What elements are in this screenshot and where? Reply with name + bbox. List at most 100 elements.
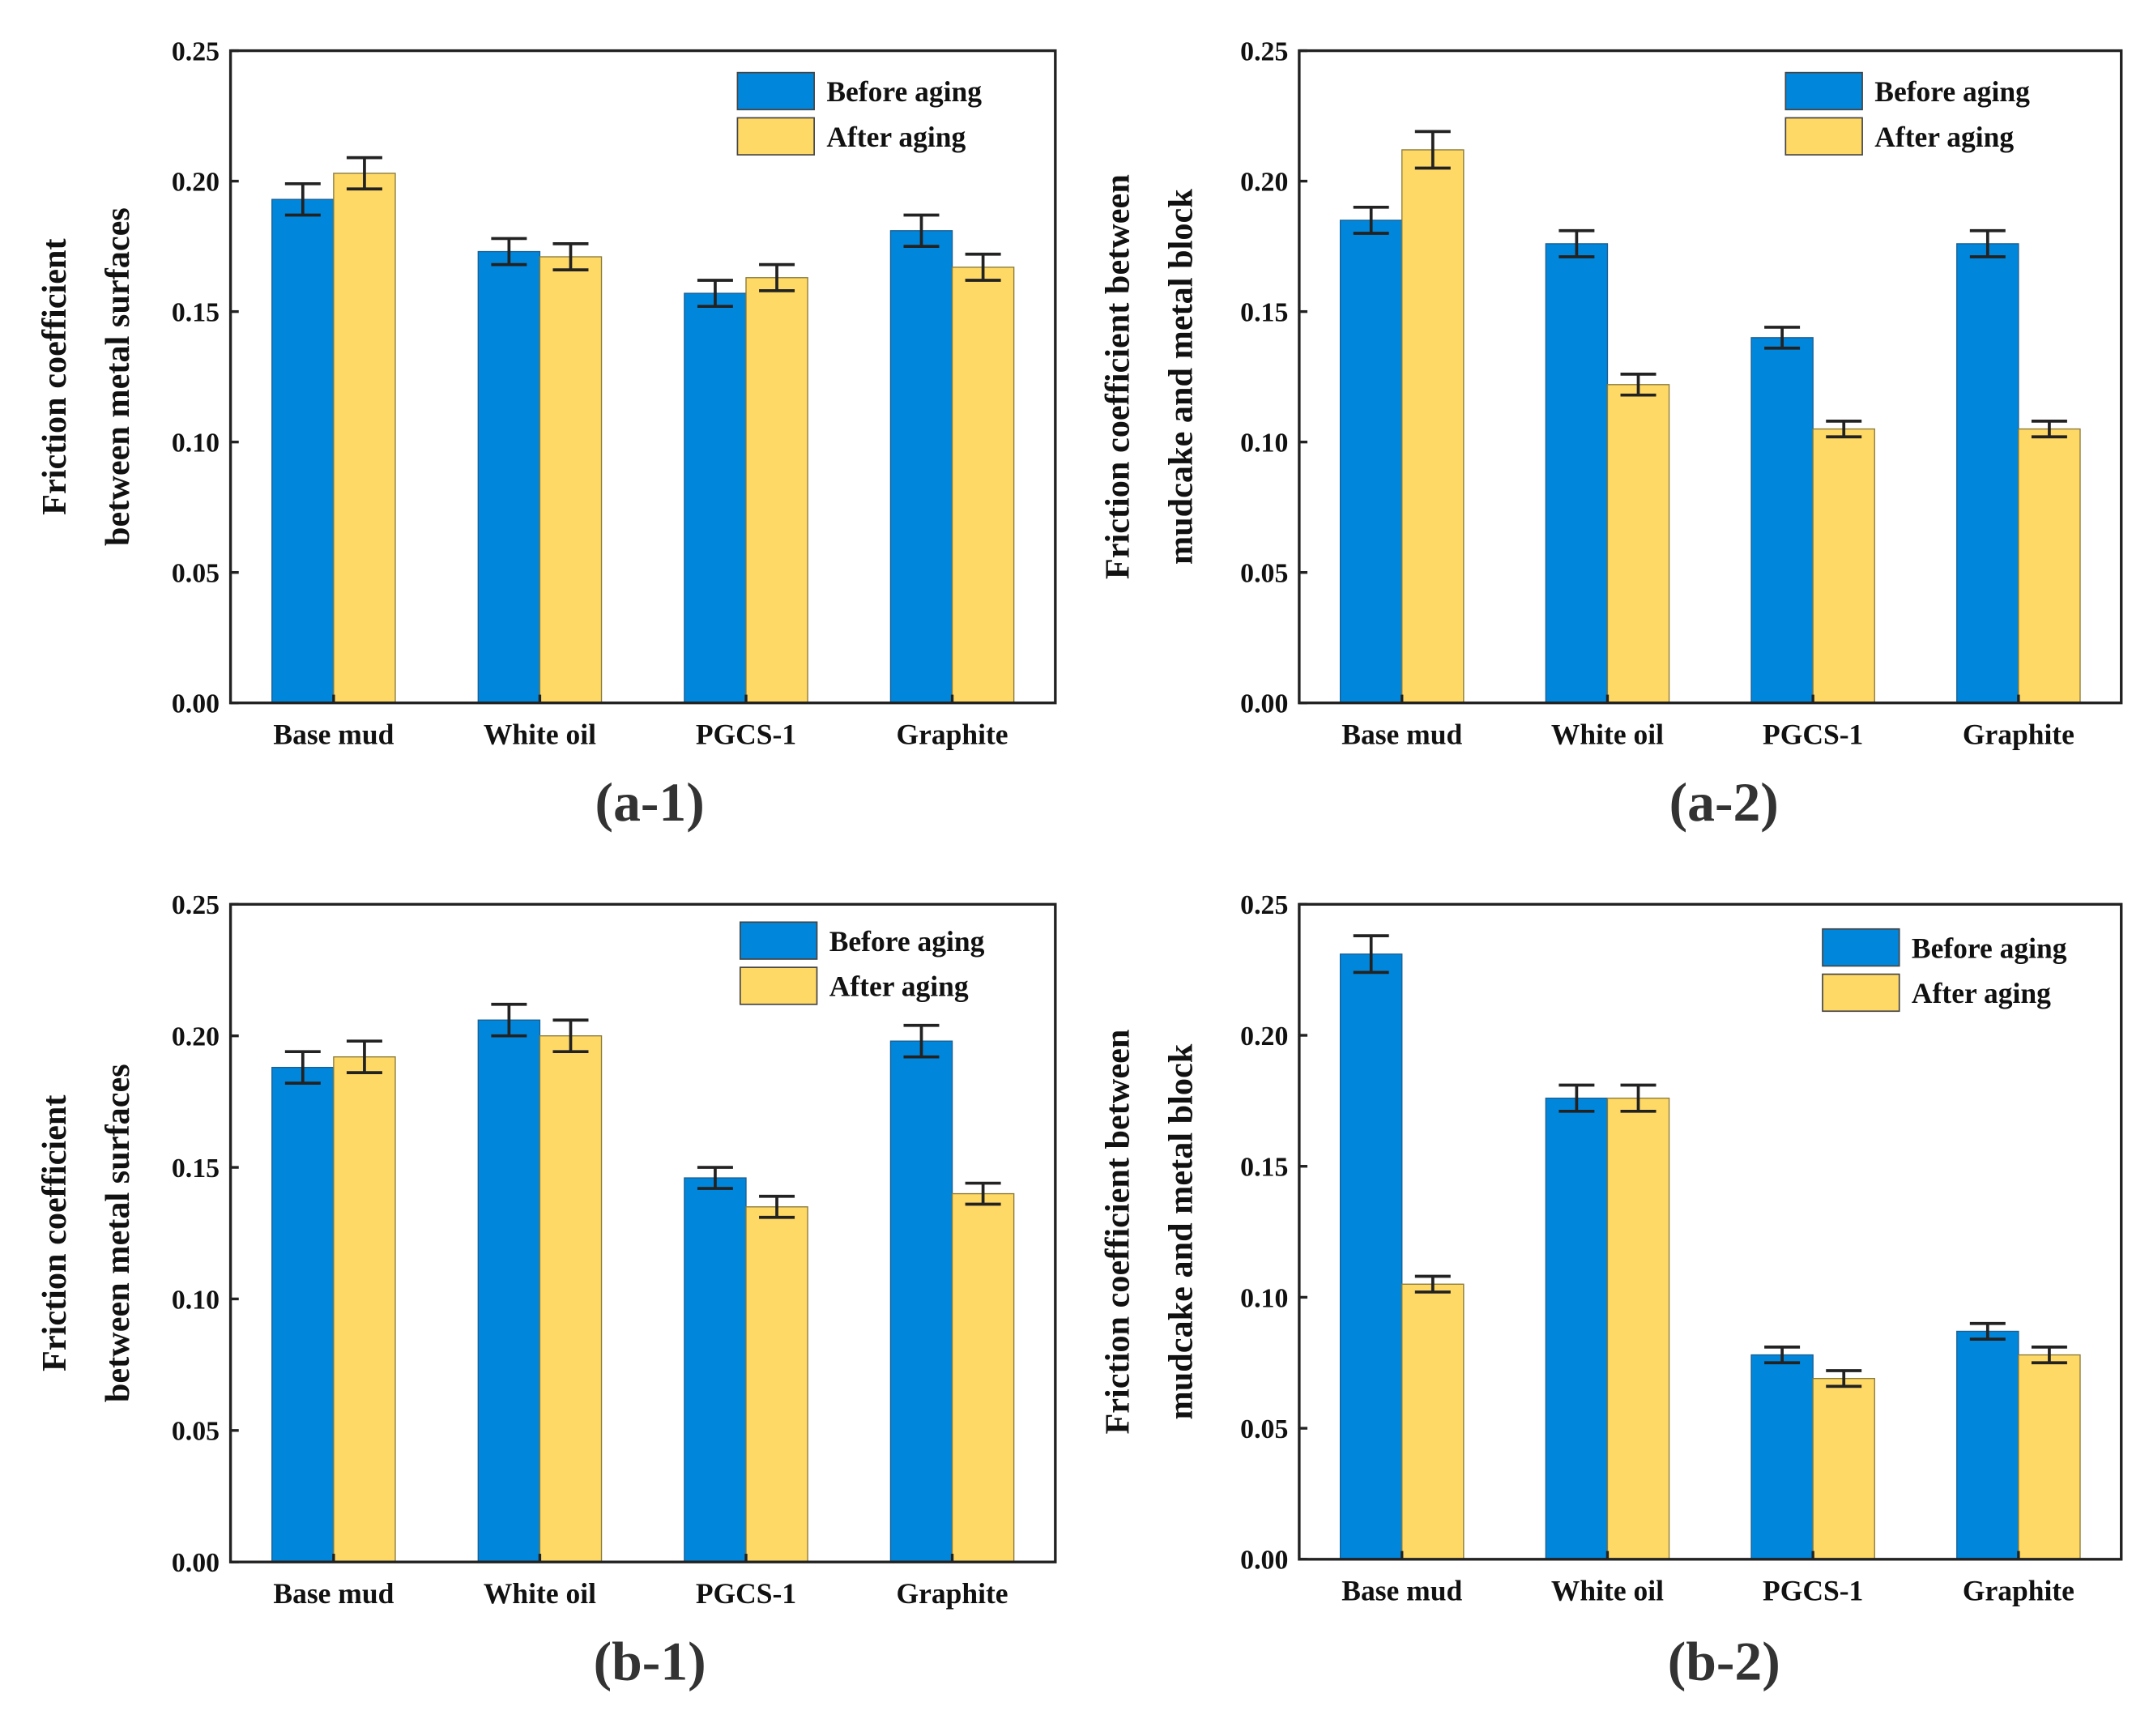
plot-frame <box>228 49 1057 705</box>
plot-frame <box>228 902 1057 1563</box>
x-tick-label: PGCS-1 <box>1763 718 1863 750</box>
y-tick-label: 0.05 <box>172 559 220 589</box>
chart-panel-3: Base mud White oil PGCS-1 Graphite 0.00 0.05 0… <box>36 890 1057 1692</box>
error-bar <box>1620 373 1657 397</box>
plot-frame <box>1298 49 2123 705</box>
legend-swatch-before <box>1784 71 1863 111</box>
bar-after <box>333 173 396 704</box>
bar-before <box>1339 220 1403 704</box>
y-axis-label: Friction coefficient <box>36 238 74 515</box>
y-tick-label: 0.05 <box>172 1417 220 1447</box>
error-bar <box>1353 934 1389 975</box>
y-axis-label: Friction coefficient between <box>1099 1030 1137 1435</box>
legend: Before aging After aging <box>1822 928 2067 1013</box>
error-bar <box>759 1194 795 1219</box>
y-tick-label: 0.00 <box>1240 689 1288 719</box>
y-axis-label: mudcake and metal block <box>1162 1043 1200 1419</box>
panel-label: (b-2) <box>1668 1631 1780 1692</box>
legend-swatch-before <box>736 71 815 111</box>
error-bar <box>903 1023 940 1059</box>
error-bar <box>1826 1369 1862 1388</box>
bar-before <box>1750 337 1814 704</box>
y-tick-label: 0.05 <box>1240 1414 1288 1444</box>
error-bar <box>1969 1321 2006 1341</box>
legend-label: Before aging <box>1912 932 2067 964</box>
error-bar <box>1764 326 1801 350</box>
error-bar <box>1414 130 1451 170</box>
y-tick-label: 0.20 <box>172 1022 220 1052</box>
legend: Before aging After aging <box>736 71 982 156</box>
y-tick-label: 0.10 <box>1240 428 1288 458</box>
x-tick-label: Graphite <box>1963 1575 2074 1607</box>
error-bar <box>1969 228 2006 258</box>
error-bar <box>1764 1345 1801 1365</box>
y-tick-label: 0.25 <box>1240 890 1288 920</box>
error-bar <box>284 1050 321 1086</box>
legend-swatch-before <box>1822 928 1900 967</box>
y-tick-label: 0.25 <box>1240 36 1288 66</box>
bar-before <box>1750 1354 1814 1560</box>
plot-frame <box>1298 902 2123 1561</box>
bar-before <box>1545 243 1609 704</box>
bar-after <box>2018 1354 2081 1560</box>
error-bar <box>903 213 940 248</box>
bar-after <box>1606 1097 1670 1560</box>
y-tick-label: 0.15 <box>172 297 220 327</box>
legend-label: After aging <box>829 970 969 1003</box>
bar-after <box>1606 384 1670 704</box>
x-tick-label: White oil <box>1551 718 1664 750</box>
error-bar <box>346 156 382 191</box>
bar-before <box>477 1019 541 1563</box>
x-tick-label: PGCS-1 <box>696 1577 796 1610</box>
bar-before <box>1339 953 1403 1560</box>
y-axis-label: mudcake and metal block <box>1162 189 1200 565</box>
y-axis-label: Friction coefficient between <box>1099 174 1137 579</box>
bar-before <box>271 1066 335 1563</box>
bar-after <box>2018 428 2081 704</box>
bar-after <box>539 256 603 704</box>
bar-after <box>333 1056 396 1563</box>
y-tick-label: 0.05 <box>1240 559 1288 589</box>
error-bar <box>697 1166 733 1190</box>
bar-after <box>951 1192 1015 1563</box>
bar-after <box>745 277 808 704</box>
y-tick-label: 0.20 <box>1240 167 1288 197</box>
legend-label: After aging <box>826 121 966 153</box>
bar-before <box>684 1177 747 1563</box>
legend-label: Before aging <box>826 75 982 108</box>
error-bar <box>2031 1345 2067 1365</box>
y-tick-label: 0.00 <box>172 1548 220 1578</box>
legend-label: After aging <box>1874 121 2014 153</box>
bar-before <box>1956 1330 2019 1560</box>
legend-swatch-after <box>1822 973 1900 1013</box>
bar-after <box>1812 1377 1875 1560</box>
error-bar <box>1414 1274 1451 1294</box>
legend-swatch-after <box>736 117 815 156</box>
y-tick-label: 0.15 <box>1240 297 1288 327</box>
chart-panel-2: Base mud White oil PGCS-1 Graphite 0.00 0.05 0… <box>1099 36 2123 833</box>
legend-label: Before aging <box>829 925 985 958</box>
error-bar <box>1826 420 1862 439</box>
error-bar <box>1620 1083 1657 1113</box>
y-tick-label: 0.25 <box>172 36 220 66</box>
y-tick-label: 0.10 <box>1240 1283 1288 1313</box>
error-bar <box>284 181 321 217</box>
x-tick-label: PGCS-1 <box>1763 1575 1863 1607</box>
y-tick-label: 0.20 <box>1240 1022 1288 1051</box>
x-tick-label: Graphite <box>1963 718 2074 750</box>
y-tick-label: 0.10 <box>172 1285 220 1315</box>
bar-before <box>477 250 541 704</box>
x-tick-label: Base mud <box>273 1577 394 1610</box>
legend: Before aging After aging <box>739 921 985 1005</box>
x-tick-label: Base mud <box>273 718 394 750</box>
bar-after <box>951 267 1015 704</box>
error-bar <box>552 242 589 271</box>
x-tick-label: Graphite <box>897 718 1008 750</box>
legend-label: Before aging <box>1874 75 2030 108</box>
error-bar <box>1558 1083 1595 1113</box>
y-axis-label: between metal surfaces <box>99 1064 137 1402</box>
x-tick-label: White oil <box>484 1577 596 1610</box>
bar-before <box>271 198 335 704</box>
legend-swatch-before <box>739 921 818 960</box>
